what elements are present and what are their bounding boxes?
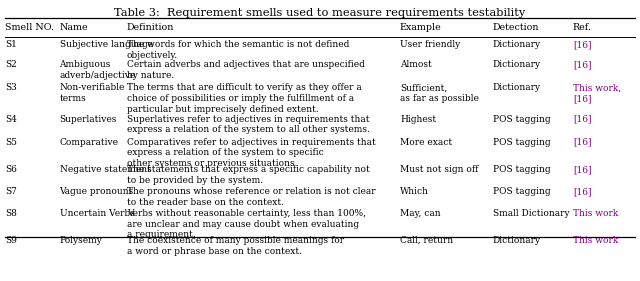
Text: POS tagging: POS tagging bbox=[493, 115, 550, 124]
Text: S8: S8 bbox=[5, 209, 17, 218]
Text: The terms that are difficult to verify as they offer a
choice of possibilities o: The terms that are difficult to verify a… bbox=[127, 83, 362, 114]
Text: Superlatives: Superlatives bbox=[60, 115, 117, 124]
Text: S5: S5 bbox=[5, 138, 17, 147]
Text: Dictionary: Dictionary bbox=[493, 83, 541, 92]
Text: Small Dictionary: Small Dictionary bbox=[493, 209, 570, 218]
Text: This work: This work bbox=[573, 236, 618, 245]
Text: Non-verifiable
terms: Non-verifiable terms bbox=[60, 83, 125, 103]
Text: Comparative: Comparative bbox=[60, 138, 118, 147]
Text: Which: Which bbox=[400, 187, 429, 196]
Text: Example: Example bbox=[400, 23, 442, 32]
Text: This work: This work bbox=[573, 209, 618, 218]
Text: [16]: [16] bbox=[573, 115, 591, 124]
Text: S3: S3 bbox=[5, 83, 17, 92]
Text: Name: Name bbox=[60, 23, 88, 32]
Text: S1: S1 bbox=[5, 40, 17, 49]
Text: Ambiguous
adverb/adjective: Ambiguous adverb/adjective bbox=[60, 60, 136, 80]
Text: S7: S7 bbox=[5, 187, 17, 196]
Text: Call, return: Call, return bbox=[400, 236, 453, 245]
Text: Verbs without reasonable certainty, less than 100%,
are unclear and may cause do: Verbs without reasonable certainty, less… bbox=[127, 209, 365, 239]
Text: S9: S9 bbox=[5, 236, 17, 245]
Text: Dictionary: Dictionary bbox=[493, 40, 541, 49]
Text: Dictionary: Dictionary bbox=[493, 60, 541, 69]
Text: Vague pronouns: Vague pronouns bbox=[60, 187, 134, 196]
Text: Negative statement: Negative statement bbox=[60, 165, 150, 174]
Text: Superlatives refer to adjectives in requirements that
express a relation of the : Superlatives refer to adjectives in requ… bbox=[127, 115, 369, 134]
Text: More exact: More exact bbox=[400, 138, 452, 147]
Text: May, can: May, can bbox=[400, 209, 440, 218]
Text: Table 3:  Requirement smells used to measure requirements testability: Table 3: Requirement smells used to meas… bbox=[115, 8, 525, 18]
Text: User friendly: User friendly bbox=[400, 40, 460, 49]
Text: Uncertain Verbs: Uncertain Verbs bbox=[60, 209, 134, 218]
Text: Subjective language: Subjective language bbox=[60, 40, 153, 49]
Text: Dictionary: Dictionary bbox=[493, 236, 541, 245]
Text: S6: S6 bbox=[5, 165, 17, 174]
Text: Ref.: Ref. bbox=[573, 23, 591, 32]
Text: Definition: Definition bbox=[127, 23, 174, 32]
Text: Highest: Highest bbox=[400, 115, 436, 124]
Text: Smell NO.: Smell NO. bbox=[5, 23, 54, 32]
Text: The coexistence of many possible meanings for
a word or phrase base on the conte: The coexistence of many possible meaning… bbox=[127, 236, 344, 256]
Text: Almost: Almost bbox=[400, 60, 432, 69]
Text: Comparatives refer to adjectives in requirements that
express a relation of the : Comparatives refer to adjectives in requ… bbox=[127, 138, 376, 168]
Text: Detection: Detection bbox=[493, 23, 540, 32]
Text: [16]: [16] bbox=[573, 138, 591, 147]
Text: [16]: [16] bbox=[573, 40, 591, 49]
Text: POS tagging: POS tagging bbox=[493, 165, 550, 174]
Text: The pronouns whose reference or relation is not clear
to the reader base on the : The pronouns whose reference or relation… bbox=[127, 187, 375, 207]
Text: [16]: [16] bbox=[573, 60, 591, 69]
Text: S4: S4 bbox=[5, 115, 17, 124]
Text: S2: S2 bbox=[5, 60, 17, 69]
Text: Polysemy: Polysemy bbox=[60, 236, 102, 245]
Text: This work,
[16]: This work, [16] bbox=[573, 83, 621, 103]
Text: [16]: [16] bbox=[573, 165, 591, 174]
Text: Certain adverbs and adjectives that are unspecified
by nature.: Certain adverbs and adjectives that are … bbox=[127, 60, 365, 80]
Text: Sufficient,
as far as possible: Sufficient, as far as possible bbox=[400, 83, 479, 103]
Text: POS tagging: POS tagging bbox=[493, 138, 550, 147]
Text: [16]: [16] bbox=[573, 187, 591, 196]
Text: The words for which the semantic is not defined
objectively.: The words for which the semantic is not … bbox=[127, 40, 349, 60]
Text: The statements that express a specific capability not
to be provided by the syst: The statements that express a specific c… bbox=[127, 165, 369, 185]
Text: Must not sign off: Must not sign off bbox=[400, 165, 478, 174]
Text: POS tagging: POS tagging bbox=[493, 187, 550, 196]
